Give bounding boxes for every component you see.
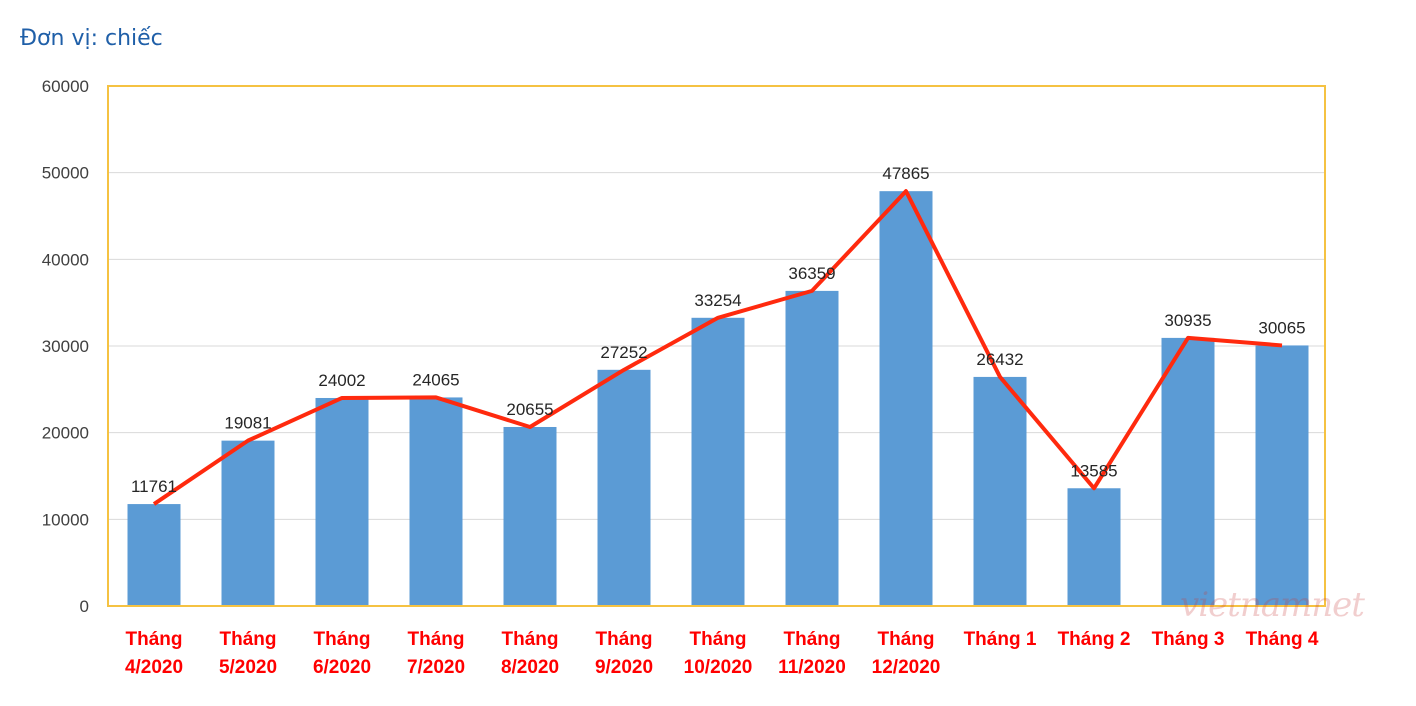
trend-line: [152, 189, 1283, 506]
y-axis-ticks: 0 10000 20000 30000 40000 50000 60000: [42, 77, 89, 616]
bar: [127, 504, 181, 606]
data-label: 19081: [224, 414, 271, 433]
bar: [315, 397, 369, 606]
x-tick-label: Tháng 2: [1058, 629, 1131, 650]
x-axis-labels: Tháng 4/2020 Tháng 5/2020 Tháng 6/2020 Tháng 7/…: [125, 629, 1319, 678]
x-tick-label: Tháng 9/2020: [595, 629, 653, 678]
data-label: 36359: [788, 264, 835, 283]
plot-frame: [107, 85, 1326, 607]
bar: [503, 426, 557, 606]
y-tick-label: 40000: [42, 250, 89, 269]
x-tick-label: Tháng 11/2020: [778, 629, 846, 678]
bar: [879, 191, 933, 607]
data-label: 33254: [694, 291, 741, 310]
bar: [597, 369, 651, 606]
data-label: 26432: [976, 350, 1023, 369]
x-tick-label: Tháng 3: [1152, 629, 1225, 650]
bar: [785, 290, 839, 606]
data-label: 30935: [1164, 311, 1211, 330]
bar: [409, 397, 463, 606]
x-tick-label: Tháng 4/2020: [125, 629, 183, 678]
data-label: 30065: [1258, 318, 1305, 337]
x-tick-label: Tháng 7/2020: [407, 629, 465, 678]
data-label: 27252: [600, 343, 647, 362]
data-label: 24002: [318, 371, 365, 390]
x-tick-label: Tháng 6/2020: [313, 629, 371, 678]
unit-label: Đơn vị: chiếc: [20, 26, 163, 51]
data-labels: 11761 19081 24002 24065 20655 27252 33254 36359…: [131, 164, 1306, 496]
bar: [1255, 345, 1309, 606]
x-tick-label: Tháng 12/2020: [872, 629, 941, 678]
bar: [1161, 337, 1215, 606]
y-tick-label: 60000: [42, 77, 89, 96]
data-label: 47865: [882, 164, 929, 183]
data-label: 11761: [131, 477, 177, 496]
bar: [1067, 488, 1121, 606]
x-tick-label: Tháng 4: [1246, 629, 1319, 650]
y-tick-label: 20000: [42, 424, 89, 443]
bar: [973, 376, 1027, 606]
y-tick-label: 50000: [42, 164, 89, 183]
y-tick-label: 30000: [42, 337, 89, 356]
y-tick-label: 10000: [42, 510, 89, 529]
data-label: 24065: [412, 370, 459, 389]
x-tick-label: Tháng 8/2020: [501, 629, 559, 678]
data-label: 13585: [1070, 461, 1117, 480]
y-tick-label: 0: [80, 597, 89, 616]
x-tick-label: Tháng 10/2020: [684, 629, 753, 678]
bar: [691, 317, 745, 606]
data-label: 20655: [506, 400, 553, 419]
series-line: [152, 189, 1283, 506]
bar: [221, 440, 275, 606]
x-tick-label: Tháng 1: [964, 629, 1037, 650]
watermark-logo: vietnamnet: [1180, 585, 1365, 625]
bars: [127, 191, 1309, 607]
x-tick-label: Tháng 5/2020: [219, 629, 277, 678]
